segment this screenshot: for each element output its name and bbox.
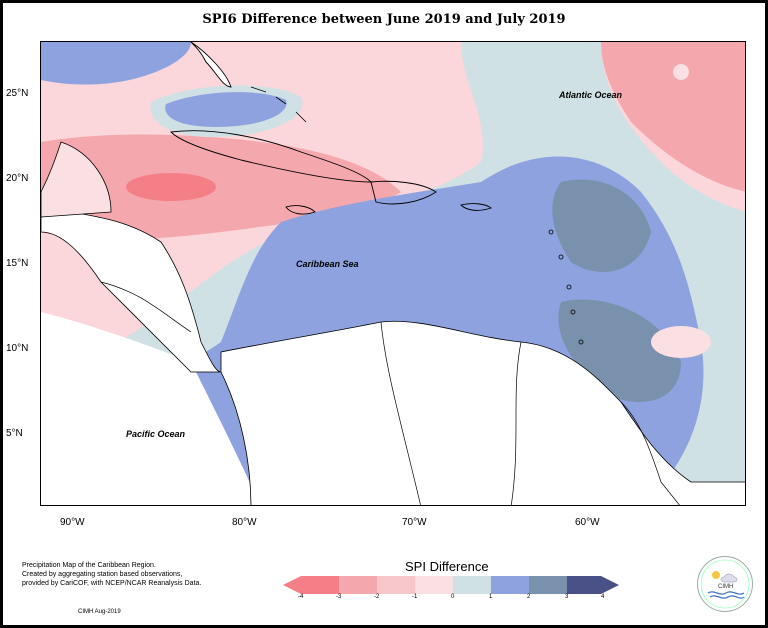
cimh-logo-icon: CIMH <box>700 559 750 609</box>
land-south-america <box>220 320 745 505</box>
legend-tick: 2 <box>527 594 531 600</box>
land-florida <box>190 42 232 88</box>
lat-label-15n: 15°N <box>6 258 29 269</box>
legend-tick: -3 <box>336 594 342 600</box>
legend-tick: -2 <box>374 594 380 600</box>
wet-region-nw <box>41 42 191 85</box>
legend-bin-6 <box>491 576 529 594</box>
logo-ring <box>700 559 750 609</box>
label-pacific-ocean: Pacific Ocean <box>126 429 186 439</box>
land-puerto-rico <box>460 203 492 211</box>
logo-text: CIMH <box>718 584 733 590</box>
map-area: Atlantic Ocean Caribbean Sea Pacific Oce… <box>40 41 746 506</box>
island-3 <box>566 284 572 290</box>
legend-bin-2 <box>339 576 377 594</box>
lat-label-10n: 10°N <box>6 343 29 354</box>
wet-region-bahamas <box>165 92 287 127</box>
note-line-3: provided by CariCOF, with NCEP/NCAR Rean… <box>22 580 202 587</box>
wave-icon-2 <box>709 595 745 599</box>
cloud-icon <box>720 573 738 583</box>
dry-core <box>126 173 216 201</box>
legend-tick: -1 <box>412 594 418 600</box>
cimh-logo: CIMH <box>697 556 753 612</box>
legend-colorbar <box>283 576 619 594</box>
note-line-2: Created by aggregating station based obs… <box>22 571 183 578</box>
legend-arrow-left <box>283 576 301 594</box>
dry-patch-east <box>651 326 711 358</box>
legend-tick: 3 <box>565 594 569 600</box>
legend-tick: 1 <box>489 594 493 600</box>
legend-bin-8 <box>567 576 601 594</box>
island-5 <box>578 339 584 345</box>
legend-tick: 0 <box>451 594 455 600</box>
label-atlantic-ocean: Atlantic Ocean <box>558 90 623 100</box>
legend-tick: 4 <box>601 594 605 600</box>
spi-map: Atlantic Ocean Caribbean Sea Pacific Oce… <box>41 42 745 505</box>
legend-bin-7 <box>529 576 567 594</box>
wet-mod-east <box>552 179 651 272</box>
map-notes: Precipitation Map of the Caribbean Regio… <box>22 561 222 588</box>
legend-bin-4 <box>415 576 453 594</box>
dry-region-ne <box>601 42 745 192</box>
country-borders <box>100 281 680 505</box>
lat-label-20n: 20°N <box>6 173 29 184</box>
legend-title: SPI Difference <box>405 559 489 574</box>
lon-label-80w: 80°W <box>232 517 257 528</box>
legend-arrow-right <box>601 576 619 594</box>
bahamas-islands <box>250 86 307 123</box>
island-4 <box>570 309 576 315</box>
map-title: SPI6 Difference between June 2019 and Ju… <box>202 12 566 27</box>
label-caribbean-sea: Caribbean Sea <box>296 259 359 269</box>
land-hispaniola <box>370 180 437 205</box>
legend-bin-5 <box>453 576 491 594</box>
lat-label-25n: 25°N <box>6 88 29 99</box>
land-pacific-region <box>41 312 261 505</box>
dry-spot-ne <box>673 64 689 80</box>
wave-icon <box>707 591 745 595</box>
lon-label-90w: 90°W <box>60 517 85 528</box>
island-2 <box>558 254 564 260</box>
lon-label-60w: 60°W <box>575 517 600 528</box>
issue-date: CIMH Aug-2019 <box>78 609 121 615</box>
lon-label-70w: 70°W <box>402 517 427 528</box>
sun-icon <box>712 571 720 579</box>
land-yucatan <box>41 141 112 218</box>
island-1 <box>548 229 554 235</box>
lat-label-5n: 5°N <box>6 428 23 439</box>
note-line-1: Precipitation Map of the Caribbean Regio… <box>22 562 156 569</box>
legend-bin-1 <box>301 576 339 594</box>
land-jamaica <box>285 205 316 215</box>
legend-tick: -4 <box>298 594 304 600</box>
legend-bin-3 <box>377 576 415 594</box>
land-central-america <box>41 211 222 373</box>
